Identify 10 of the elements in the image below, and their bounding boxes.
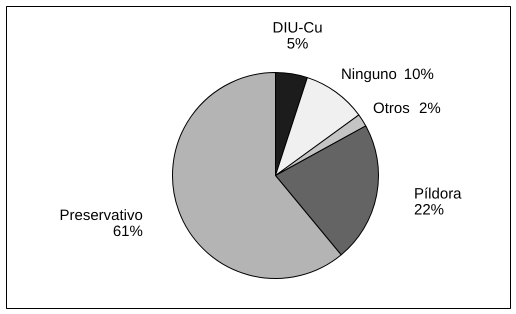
slice-label: Píldora: [414, 185, 462, 202]
slice-label: Preservativo: [59, 206, 143, 224]
data-label: 2%: [419, 100, 441, 118]
data-label: 22%: [414, 201, 444, 218]
slice-label: Ninguno: [340, 66, 397, 83]
data-label: 10%: [404, 66, 434, 83]
slice-label: Otros: [373, 100, 410, 118]
data-label: 5%: [286, 36, 308, 53]
data-label: 61%: [112, 222, 143, 240]
slice-label: DIU-Cu: [272, 20, 323, 37]
